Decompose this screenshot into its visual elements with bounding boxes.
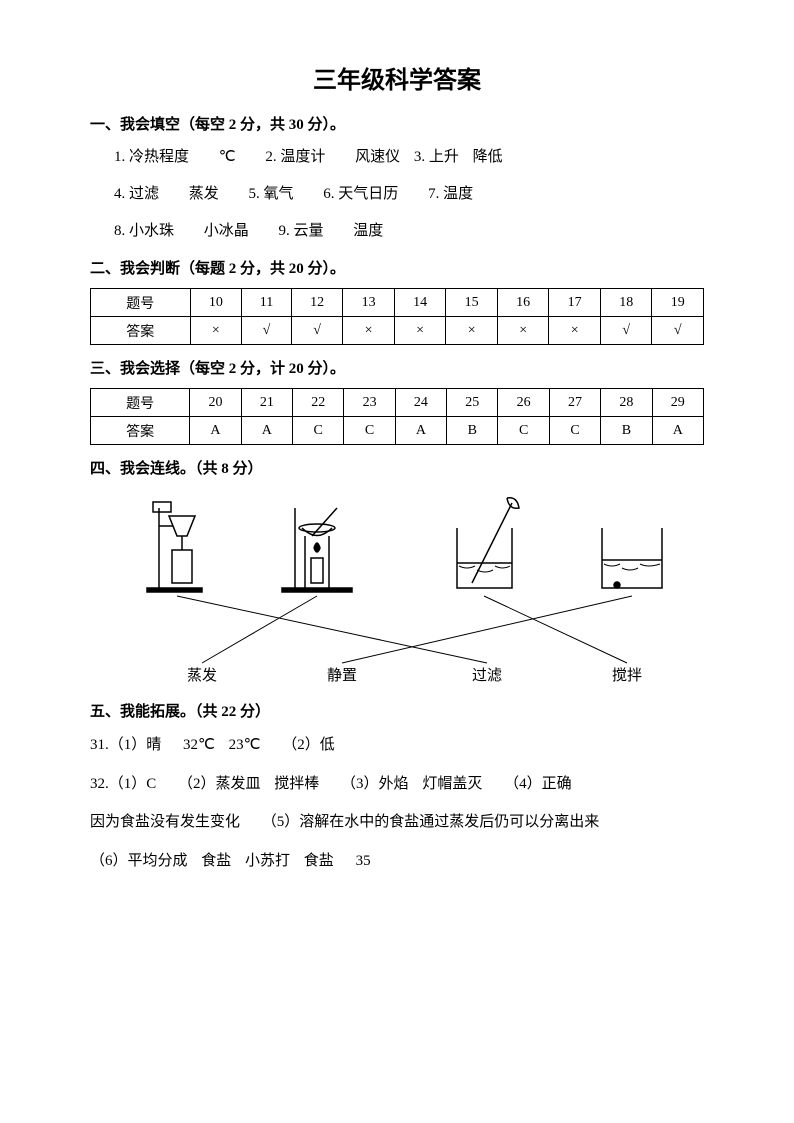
table-cell: 25 [447, 389, 498, 417]
table-cell: × [394, 317, 446, 345]
section-5-header: 五、我能拓展。（共 22 分） [90, 700, 704, 721]
table-cell: √ [291, 317, 343, 345]
table-cell: 答案 [91, 417, 190, 445]
table-cell: B [601, 417, 652, 445]
table-cell: 29 [652, 389, 703, 417]
s5-text: 32.（1）C [90, 776, 156, 792]
s1-text: 7. 温度 [428, 186, 473, 202]
s1-row-2: 4. 过滤 蒸发 5. 氧气 6. 天气日历 7. 温度 [114, 181, 704, 208]
table-cell: 15 [446, 289, 498, 317]
diagram-label: 静置 [327, 664, 357, 685]
table-cell: 19 [652, 289, 704, 317]
table-cell: 13 [343, 289, 395, 317]
s5-text: 35 [356, 853, 371, 869]
table-cell: A [190, 417, 241, 445]
table-cell: √ [652, 317, 704, 345]
s1-text: 2. 温度计 [265, 149, 325, 165]
table-cell: 26 [498, 389, 549, 417]
s1-text: 6. 天气日历 [323, 186, 398, 202]
section-1-header: 一、我会填空（每空 2 分，共 30 分）。 [90, 113, 704, 134]
s1-text: 3. 上升 [414, 149, 459, 165]
table-cell: 27 [549, 389, 600, 417]
table-cell: A [241, 417, 292, 445]
s1-text: 8. 小水珠 [114, 223, 174, 239]
s5-text: 32℃ [183, 737, 215, 753]
s5-text: 搅拌棒 [274, 776, 319, 792]
table-cell: 12 [291, 289, 343, 317]
s5-text: 食盐 [304, 853, 334, 869]
s5-text: 食盐 [201, 853, 231, 869]
diagram-label: 过滤 [472, 664, 502, 685]
s5-text: （2）低 [282, 737, 335, 753]
s1-text: ℃ [219, 149, 236, 165]
s5-line-4: （6）平均分成 食盐 小苏打 食盐 35 [90, 847, 704, 876]
table-cell: 10 [190, 289, 242, 317]
diagram-label: 蒸发 [187, 664, 217, 685]
table-cell: × [343, 317, 395, 345]
table-cell: 18 [600, 289, 652, 317]
page-title: 三年级科学答案 [90, 60, 704, 95]
s1-text: 1. 冷热程度 [114, 149, 189, 165]
s5-text: 小苏打 [245, 853, 290, 869]
diagram-label: 搅拌 [612, 664, 642, 685]
s1-text: 4. 过滤 [114, 186, 159, 202]
table-cell: × [497, 317, 549, 345]
s5-text: （2）蒸发皿 [178, 776, 261, 792]
table-cell: × [549, 317, 601, 345]
table-cell: A [652, 417, 703, 445]
table-cell: × [446, 317, 498, 345]
s1-text: 蒸发 [189, 186, 219, 202]
s5-line-2: 32.（1）C （2）蒸发皿 搅拌棒 （3）外焰 灯帽盖灭 （4）正确 [90, 770, 704, 799]
table-cell: √ [600, 317, 652, 345]
table-cell: 24 [395, 389, 446, 417]
s5-text: 灯帽盖灭 [422, 776, 482, 792]
s5-text: （5）溶解在水中的食盐通过蒸发后仍可以分离出来 [262, 814, 600, 830]
s5-text: （3）外焰 [341, 776, 409, 792]
table-cell: 21 [241, 389, 292, 417]
table-cell: 14 [394, 289, 446, 317]
s1-text: 9. 云量 [279, 223, 324, 239]
s5-line-1: 31.（1）晴 32℃ 23℃ （2）低 [90, 731, 704, 760]
table-cell: 23 [344, 389, 395, 417]
table-cell: 20 [190, 389, 241, 417]
choice-table: 题号 20 21 22 23 24 25 26 27 28 29 答案 A A … [90, 388, 704, 445]
section-3-header: 三、我会选择（每空 2 分，计 20 分）。 [90, 357, 704, 378]
s1-row-1: 1. 冷热程度 ℃ 2. 温度计 风速仪 3. 上升 降低 [114, 144, 704, 171]
table-cell: C [293, 417, 344, 445]
table-cell: 16 [497, 289, 549, 317]
table-cell: C [498, 417, 549, 445]
table-cell: 17 [549, 289, 601, 317]
table-cell: C [344, 417, 395, 445]
s1-text: 温度 [353, 223, 383, 239]
diagram-svg [117, 488, 677, 688]
s5-text: （6）平均分成 [90, 853, 188, 869]
table-cell: C [549, 417, 600, 445]
section-2-header: 二、我会判断（每题 2 分，共 20 分）。 [90, 257, 704, 278]
table-cell: × [190, 317, 242, 345]
s1-text: 小冰晶 [204, 223, 249, 239]
table-cell: 答案 [91, 317, 191, 345]
table-cell: √ [242, 317, 292, 345]
table-cell: B [447, 417, 498, 445]
s5-text: 因为食盐没有发生变化 [90, 814, 240, 830]
section-4-header: 四、我会连线。（共 8 分） [90, 457, 704, 478]
s1-text: 降低 [473, 149, 503, 165]
s1-text: 风速仪 [355, 149, 400, 165]
judgment-table: 题号 10 11 12 13 14 15 16 17 18 19 答案 × √ … [90, 288, 704, 345]
matching-diagram: 蒸发 静置 过滤 搅拌 [117, 488, 677, 688]
s5-text: 23℃ [229, 737, 261, 753]
s5-line-3: 因为食盐没有发生变化 （5）溶解在水中的食盐通过蒸发后仍可以分离出来 [90, 808, 704, 837]
table-cell: 题号 [91, 389, 190, 417]
table-cell: A [395, 417, 446, 445]
s5-text: （4）正确 [504, 776, 572, 792]
s1-row-3: 8. 小水珠 小冰晶 9. 云量 温度 [114, 218, 704, 245]
table-cell: 22 [293, 389, 344, 417]
s5-text: 31.（1）晴 [90, 737, 161, 753]
s1-text: 5. 氧气 [249, 186, 294, 202]
table-cell: 28 [601, 389, 652, 417]
table-cell: 11 [242, 289, 292, 317]
table-cell: 题号 [91, 289, 191, 317]
